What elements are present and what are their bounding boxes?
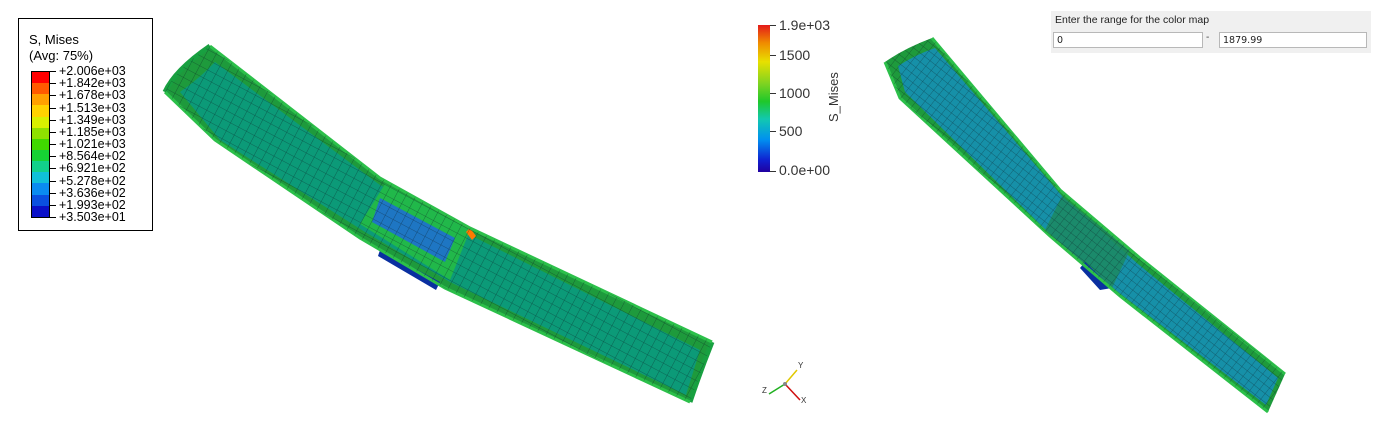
legend-tick [50, 119, 56, 121]
axis-triad: Y Z X [762, 361, 807, 405]
colorbar-tick [770, 131, 776, 132]
colorbar-min-label: 0.0e+00 [779, 162, 830, 178]
legend-band [32, 116, 49, 128]
colorbar-title: S_Mises [826, 72, 841, 122]
legend-color-scale [31, 71, 50, 218]
axis-z-label: Z [762, 386, 767, 395]
colorbar-tick [770, 55, 776, 56]
legend-tick [50, 144, 56, 145]
legend-tick [50, 156, 56, 158]
colorbar-tick-label: 1000 [779, 85, 811, 101]
legend-tick [50, 83, 56, 85]
legend-band [32, 161, 49, 173]
colorbar-tick [770, 171, 776, 172]
legend-band [32, 94, 49, 106]
legend-band [32, 72, 49, 84]
legend-band [32, 172, 49, 184]
legend-band [32, 183, 49, 195]
legend-tick [50, 168, 56, 170]
axis-y-label: Y [798, 361, 804, 370]
legend-band [32, 205, 49, 217]
colorbar-tick [770, 25, 776, 26]
legend-tick [50, 71, 56, 72]
legend-ticks [50, 71, 58, 218]
legend-tick [50, 131, 56, 133]
legend-tick [50, 204, 56, 206]
legend-value-label: +6.921e+02 [59, 161, 126, 176]
abaqus-pipe-model[interactable] [162, 43, 715, 404]
range-max-input[interactable] [1219, 32, 1367, 48]
paraview-color-bar [758, 25, 770, 172]
legend-value-label: +8.564e+02 [59, 149, 126, 164]
abaqus-contour-legend: S, Mises (Avg: 75%) +2.006e+03 +1.842e+03… [18, 18, 153, 231]
legend-value-label: +1.678e+03 [59, 88, 126, 103]
legend-subtitle: (Avg: 75%) [29, 48, 94, 63]
legend-value-label: +1.842e+03 [59, 76, 126, 91]
legend-tick [50, 217, 56, 218]
axis-x-label: X [801, 396, 807, 405]
colorbar-tick-label: 1500 [779, 47, 811, 63]
range-separator: - [1206, 32, 1210, 43]
legend-title: S, Mises [29, 32, 79, 47]
range-panel-label: Enter the range for the color map [1055, 14, 1210, 26]
legend-tick [50, 180, 56, 182]
legend-value-label: +3.636e+02 [59, 185, 126, 200]
paraview-pipe-model[interactable] [883, 37, 1286, 414]
legend-value-label: +1.349e+03 [59, 112, 126, 127]
legend-value-label: +5.278e+02 [59, 173, 126, 188]
legend-value-label: +1.513e+03 [59, 100, 126, 115]
legend-value-label: +2.006e+03 [59, 64, 126, 78]
legend-band [32, 83, 49, 95]
legend-band [32, 194, 49, 206]
legend-band [32, 138, 49, 150]
legend-band [32, 105, 49, 117]
legend-value-label: +1.021e+03 [59, 137, 126, 151]
legend-band [32, 149, 49, 162]
range-min-input[interactable] [1053, 32, 1203, 48]
legend-value-label: +1.993e+02 [59, 197, 126, 212]
legend-band [32, 127, 49, 139]
legend-tick [50, 192, 56, 194]
legend-tick [50, 95, 56, 97]
legend-value-label: +1.185e+03 [59, 124, 126, 139]
colorbar-tick [770, 93, 776, 94]
colorbar-max-label: 1.9e+03 [779, 17, 830, 33]
legend-value-label: +3.503e+01 [59, 210, 126, 224]
colorbar-tick-label: 500 [779, 123, 803, 139]
color-map-range-panel: Enter the range for the color map - [1051, 11, 1371, 53]
legend-tick [50, 107, 56, 109]
